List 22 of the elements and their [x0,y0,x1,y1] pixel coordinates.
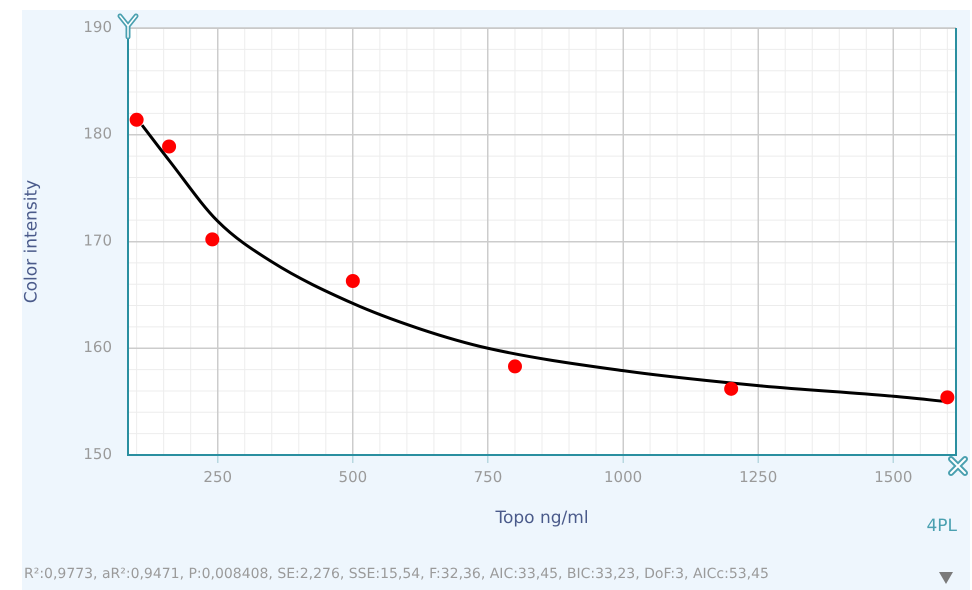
x-tick-label: 250 [203,468,232,486]
point [130,112,144,127]
x-tick-label: 1250 [739,468,778,486]
text: 4PL [926,516,957,536]
y-axis-title: Color intensity [22,180,42,304]
y-tick-label: 170 [83,231,112,250]
point [940,390,954,404]
point [162,139,176,154]
x-tick-label: 500 [338,468,368,486]
point [508,359,522,374]
y-tick-label: 150 [83,444,112,463]
point [346,274,360,288]
x-tick-label: 750 [474,468,502,486]
point [205,232,220,246]
y-tick-label: 160 [83,338,112,356]
text: R²:0,9773, aR²:0,9471, P:0,008408, SE:2,276, SSE:15,54, F:32,36, AIC:33,45, BIC:33,23, DoF:3, AICc:53,45 [24,566,769,582]
x-tick-label: 1000 [604,468,642,486]
x-tick-label: 1500 [874,468,912,486]
y-tick-label: 180 [83,124,112,143]
x-axis-title: Topo ng/ml [494,508,589,528]
y-tick-label: 190 [83,18,112,36]
point [724,382,738,396]
